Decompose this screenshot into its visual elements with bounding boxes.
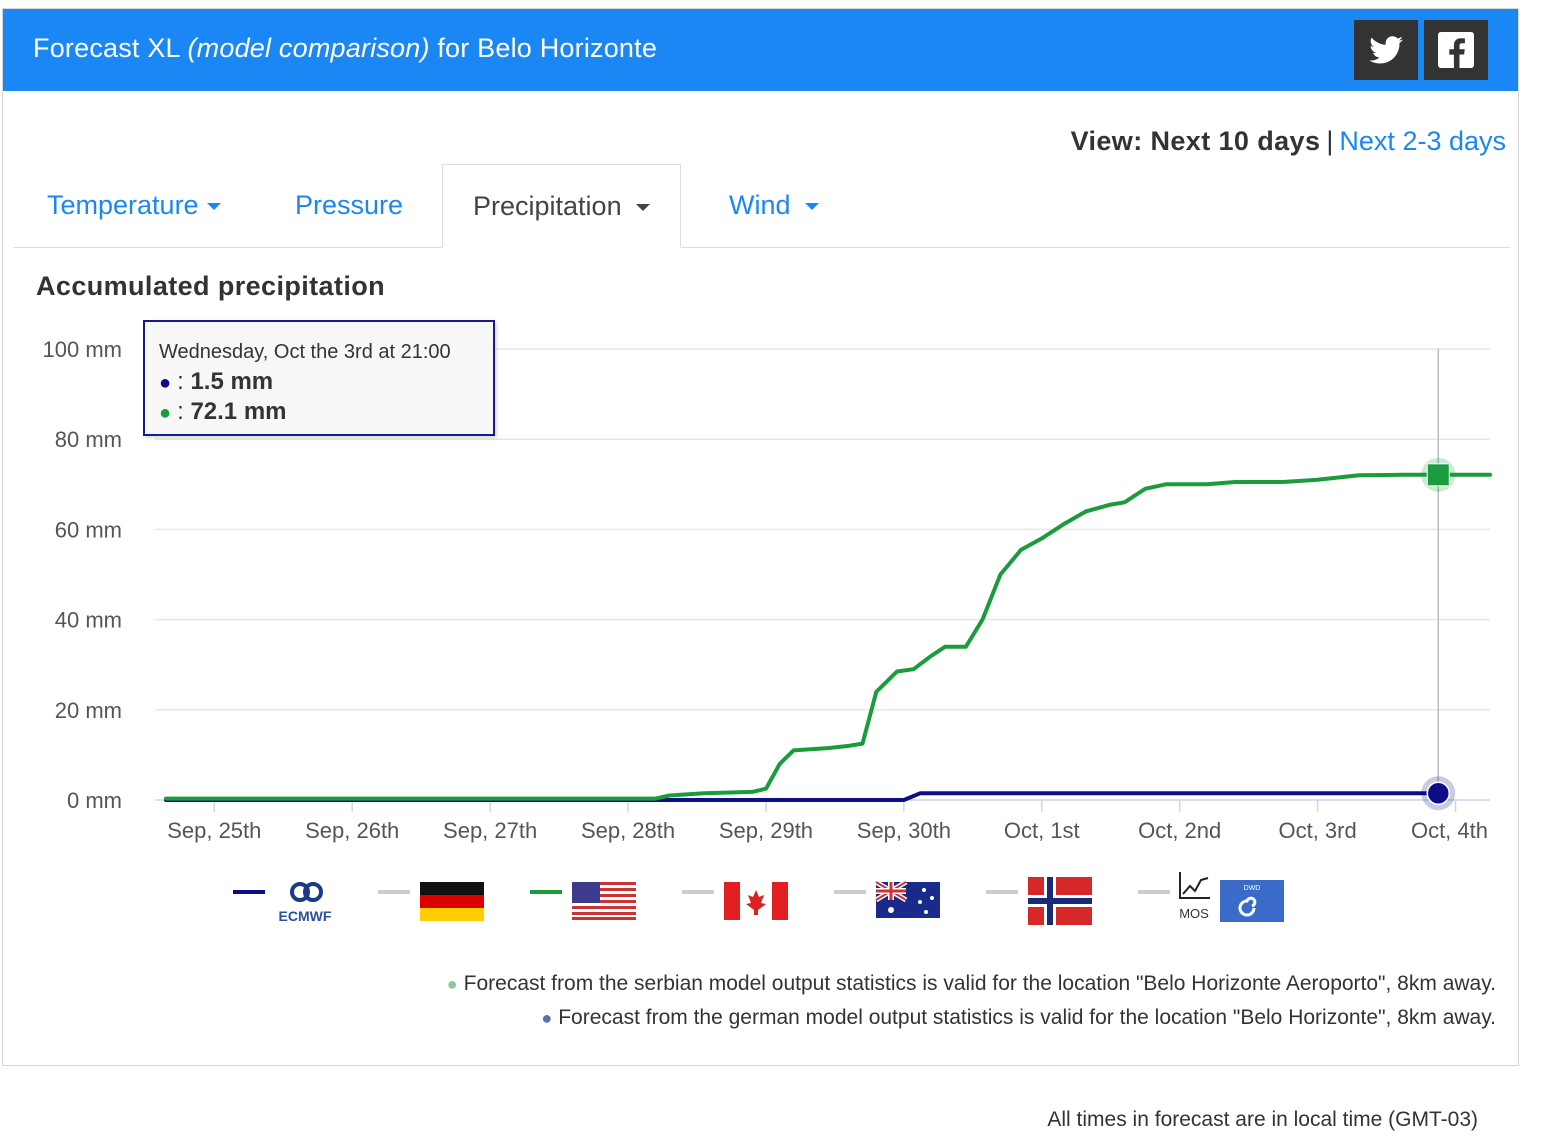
tooltip-value-ecmwf: 1.5 mm — [190, 368, 274, 395]
x-tick-label: Oct, 2nd — [1138, 818, 1221, 843]
note-bullet: ● — [541, 1008, 553, 1028]
legend-line — [834, 890, 866, 894]
chevron-down-icon — [206, 203, 221, 211]
x-tick-label: Sep, 28th — [581, 818, 675, 843]
page-title: Forecast XL (model comparison) for Belo … — [33, 33, 657, 64]
tooltip-row-ecmwf: ●: 1.5 mm — [159, 368, 273, 396]
title-prefix: Forecast XL — [33, 33, 180, 63]
tab-temperature[interactable]: Temperature — [47, 164, 221, 246]
legend-line — [233, 890, 265, 894]
twitter-icon — [1369, 36, 1403, 64]
series-line-gfs-usa- — [164, 472, 1492, 801]
view-current-label: View: Next 10 days — [1070, 126, 1321, 156]
x-tick-label: Oct, 1st — [1004, 818, 1080, 843]
y-tick-label: 0 mm — [67, 788, 122, 813]
norway-flag-icon — [1028, 877, 1092, 925]
chevron-down-icon — [804, 203, 819, 211]
note-text: Forecast from the german model output st… — [558, 1006, 1496, 1029]
tab-temperature-label: Temperature — [47, 190, 199, 220]
mos-label: MOS — [1179, 906, 1209, 921]
x-tick-label: Sep, 26th — [305, 818, 399, 843]
view-selector: View: Next 10 days | Next 2-3 days — [1071, 126, 1506, 157]
note-german-mos: ● Forecast from the german model output s… — [541, 1006, 1496, 1030]
tooltip-row-gfs: ●: 72.1 mm — [159, 398, 287, 426]
mos-icon: MOS — [1179, 872, 1210, 921]
tooltip-marker-ecmwf: ● — [159, 372, 172, 394]
y-tick-label: 100 mm — [43, 337, 122, 362]
legend-line — [682, 890, 714, 894]
tooltip-heading: Wednesday, Oct the 3rd at 21:00 — [159, 341, 451, 363]
data-point-marker — [1426, 781, 1451, 805]
data-point-marker — [1426, 463, 1450, 487]
legend-line — [378, 890, 410, 894]
legend-line — [1138, 890, 1170, 894]
tooltip-value-gfs: 72.1 mm — [190, 398, 287, 425]
twitter-share-button[interactable] — [1354, 20, 1418, 80]
facebook-icon — [1438, 32, 1474, 68]
title-italic: (model comparison) — [187, 33, 430, 63]
timezone-footer: All times in forecast are in local time … — [1047, 1108, 1478, 1131]
chevron-down-icon — [635, 204, 650, 212]
y-tick-label: 40 mm — [55, 608, 122, 633]
ecmwf-logo-text: ECMWF — [279, 908, 332, 924]
germany-flag-icon — [420, 882, 484, 921]
note-bullet: ● — [446, 974, 458, 994]
x-tick-label: Sep, 29th — [719, 818, 813, 843]
tab-precipitation-label: Precipitation — [473, 191, 622, 221]
tab-pressure-label: Pressure — [295, 190, 404, 220]
y-tick-label: 80 mm — [55, 427, 122, 452]
y-tick-label: 20 mm — [55, 698, 122, 723]
usa-flag-icon — [572, 882, 636, 920]
panel-header: Forecast XL (model comparison) for Belo … — [3, 9, 1518, 91]
tab-wind[interactable]: Wind — [729, 164, 819, 246]
x-tick-label: Oct, 4th — [1411, 818, 1488, 843]
view-separator: | — [1326, 126, 1334, 156]
australia-flag-icon — [874, 879, 940, 918]
tooltip-sep: : — [177, 398, 184, 425]
x-tick-label: Oct, 3rd — [1278, 818, 1356, 843]
x-tick-label: Sep, 30th — [857, 818, 951, 843]
tooltip-marker-gfs: ● — [159, 402, 172, 424]
tab-bar: Temperature Pressure Precipitation Wind — [13, 164, 1510, 248]
chart-title: Accumulated precipitation — [36, 271, 386, 301]
view-next-2-3-days-link[interactable]: Next 2-3 days — [1339, 126, 1506, 156]
tab-pressure[interactable]: Pressure — [295, 164, 403, 246]
chart-tooltip: Wednesday, Oct the 3rd at 21:00 ●: 1.5 m… — [143, 320, 495, 436]
tab-precipitation[interactable]: Precipitation — [442, 164, 681, 248]
tab-wind-label: Wind — [729, 190, 791, 220]
x-tick-label: Sep, 27th — [443, 818, 537, 843]
facebook-share-button[interactable] — [1424, 20, 1488, 80]
note-text: Forecast from the serbian model output s… — [463, 972, 1496, 995]
canada-flag-icon — [724, 882, 788, 920]
y-tick-label: 60 mm — [55, 517, 122, 542]
tooltip-sep: : — [177, 368, 184, 395]
x-tick-label: Sep, 25th — [167, 818, 261, 843]
note-serbian-mos: ● Forecast from the serbian model output … — [447, 972, 1496, 996]
ecmwf-logo-icon: ECMWF — [279, 882, 332, 924]
legend-line — [986, 890, 1018, 894]
precipitation-chart[interactable]: 0 mm 20 mm 40 mm 60 mm 80 mm 100 mm Sep, 25th S… — [0, 0, 1548, 860]
dwd-label: DWD — [1244, 885, 1261, 892]
title-suffix: for Belo Horizonte — [437, 33, 658, 63]
legend-line — [530, 890, 562, 894]
dwd-logo-icon: DWD — [1220, 880, 1284, 922]
